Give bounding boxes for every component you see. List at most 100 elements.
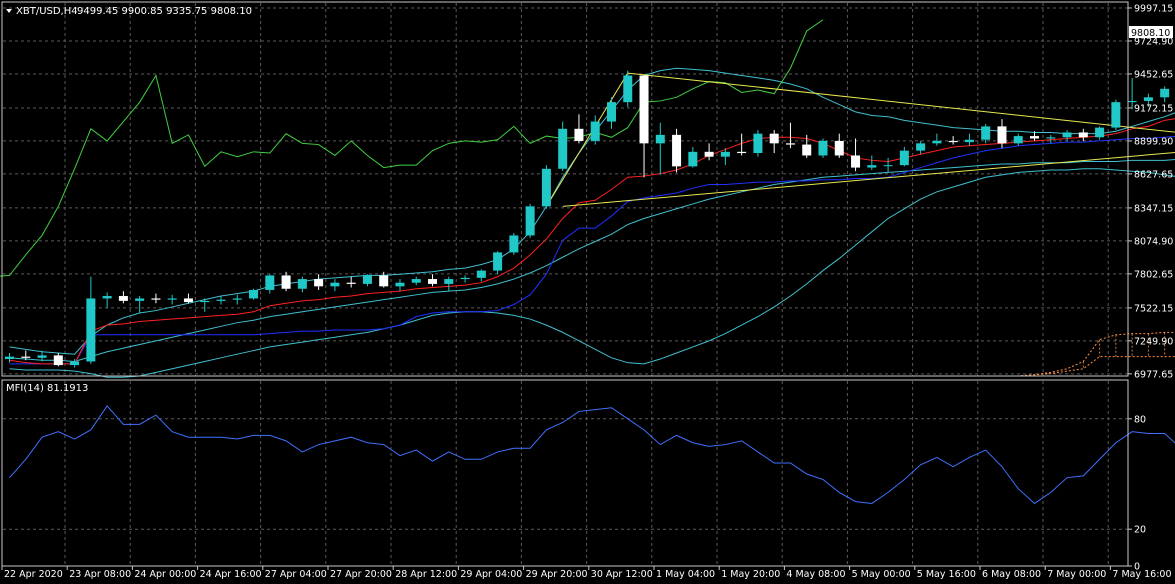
mfi-panel-frame — [1, 379, 1129, 567]
candle-body-bear — [672, 134, 682, 167]
price-tick-label: 9997.15 — [1134, 3, 1173, 14]
candle-body-bull — [867, 165, 877, 168]
time-tick-label: 6 May 08:00 — [982, 569, 1041, 580]
price-tick-label: 8899.90 — [1134, 136, 1173, 147]
candle-body-bull — [1062, 132, 1072, 138]
time-tick-label: 4 May 08:00 — [786, 569, 845, 580]
mfi-panel — [9, 405, 1175, 505]
triangle-upper-line — [627, 72, 1175, 133]
candle-body-bull — [1013, 136, 1023, 144]
candle-body-bull — [476, 270, 486, 278]
collapse-triangle-icon[interactable] — [6, 9, 12, 13]
candle-body-bull — [1160, 88, 1170, 98]
mfi-tick-label: 80 — [1134, 414, 1146, 425]
candle-body-bull — [135, 298, 145, 301]
candle-body-bull — [720, 151, 730, 157]
candle-body-bear — [574, 128, 584, 141]
mfi-tick-label: 20 — [1134, 525, 1146, 536]
candle-body-bear — [769, 133, 779, 144]
candle-body-bull — [216, 299, 226, 301]
candle-body-bear — [314, 279, 324, 287]
candle-body-bull — [623, 75, 633, 103]
candle-body-bear — [1030, 136, 1040, 139]
price-tick-label: 9452.65 — [1134, 69, 1173, 80]
candle-body-bull — [102, 296, 112, 299]
candle-body-bull — [249, 289, 259, 299]
candle-body-bull — [964, 139, 974, 143]
time-tick-label: 28 Apr 12:00 — [395, 569, 457, 580]
candle-body-bear — [151, 298, 161, 300]
time-tick-label: 30 Apr 12:00 — [591, 569, 653, 580]
candle-body-bull — [525, 206, 535, 236]
price-tag-label: 9808.10 — [1131, 28, 1170, 39]
time-tick-label: 1 May 04:00 — [656, 569, 715, 580]
time-tick-label: 24 Apr 00:00 — [134, 569, 196, 580]
price-tick-label: 8347.15 — [1134, 203, 1173, 214]
price-tick-label: 6977.65 — [1134, 369, 1173, 380]
candle-body-bear — [1078, 132, 1088, 138]
candle-body-bear — [737, 151, 747, 154]
price-axis: 9997.15 9724.90 9452.65 9172.15 8899.90 8627.… — [1128, 3, 1173, 380]
time-tick-label: 24 Apr 16:00 — [200, 569, 262, 580]
candle-body-bull — [541, 168, 551, 207]
candle-body-bull — [688, 151, 698, 167]
chart-header: XBT/USD,H4 9499.45 9900.85 9335.75 9808.… — [6, 6, 252, 17]
candle-body-bull — [916, 143, 926, 151]
triangle-left-edge-line — [545, 72, 629, 207]
candle-body-bull — [362, 275, 372, 284]
candle-body-bull — [297, 279, 307, 289]
time-tick-label: 23 Apr 08:00 — [69, 569, 131, 580]
candle-body-bear — [639, 75, 649, 144]
mfi-axis: 80 20 0 — [1128, 414, 1146, 573]
candle-body-bear — [785, 143, 795, 145]
candle-body-bull — [655, 134, 665, 144]
price-tick-label: 7522.15 — [1134, 303, 1173, 314]
time-tick-label: 22 Apr 2020 — [4, 569, 63, 580]
candle-body-bear — [53, 355, 63, 366]
candle-body-bull — [932, 140, 942, 144]
time-tick-label: 7 May 00:00 — [1047, 569, 1106, 580]
price-tick-label: 8627.65 — [1134, 169, 1173, 180]
slow-ma-line — [9, 136, 1175, 365]
main-grid — [3, 3, 1128, 376]
candle-body-bull — [753, 133, 763, 154]
candle-body-bull — [86, 298, 96, 362]
candlesticks[interactable] — [5, 20, 1175, 368]
mfi-label: MFI(14) 81.1913 — [6, 383, 88, 394]
candle-body-bear — [948, 140, 958, 143]
time-tick-label: 27 Apr 04:00 — [265, 569, 327, 580]
candle-body-bull — [1111, 102, 1121, 128]
candle-body-bear — [346, 282, 356, 284]
triangle-lower-line — [562, 151, 1175, 207]
candle-body-bull — [1095, 127, 1105, 138]
candle-body-bull — [606, 102, 616, 122]
bollinger-lower-line — [9, 168, 1175, 378]
candle-body-bear — [428, 279, 438, 284]
candle-body-bull — [265, 275, 275, 290]
chikou-span-line — [0, 19, 824, 277]
candle-body-bull — [899, 150, 909, 166]
candle-body-bull — [493, 252, 503, 271]
candle-body-bear — [281, 275, 291, 289]
candle-body-bear — [704, 151, 714, 157]
candle-body-bull — [167, 298, 177, 300]
time-tick-label: 7 May 16:00 — [1112, 569, 1171, 580]
symbol-label: XBT/USD,H4 — [16, 6, 78, 17]
candle-body-bear — [21, 356, 31, 358]
candle-body-bull — [411, 279, 421, 283]
price-tag-box — [1129, 26, 1173, 38]
candle-body-bear — [183, 298, 193, 303]
candle-body-bear — [118, 296, 128, 301]
candle-body-bull — [37, 355, 47, 358]
candle-body-bull — [818, 140, 828, 156]
candle-body-bull — [70, 361, 80, 366]
candle-body-bear — [851, 155, 861, 168]
candle-body-bull — [232, 298, 242, 300]
candle-body-bull — [1127, 100, 1137, 103]
price-tick-label: 9724.90 — [1134, 36, 1173, 47]
time-tick-label: 1 May 20:00 — [721, 569, 780, 580]
time-tick-label: 29 Apr 20:00 — [526, 569, 588, 580]
candle-body-bull — [981, 126, 991, 140]
